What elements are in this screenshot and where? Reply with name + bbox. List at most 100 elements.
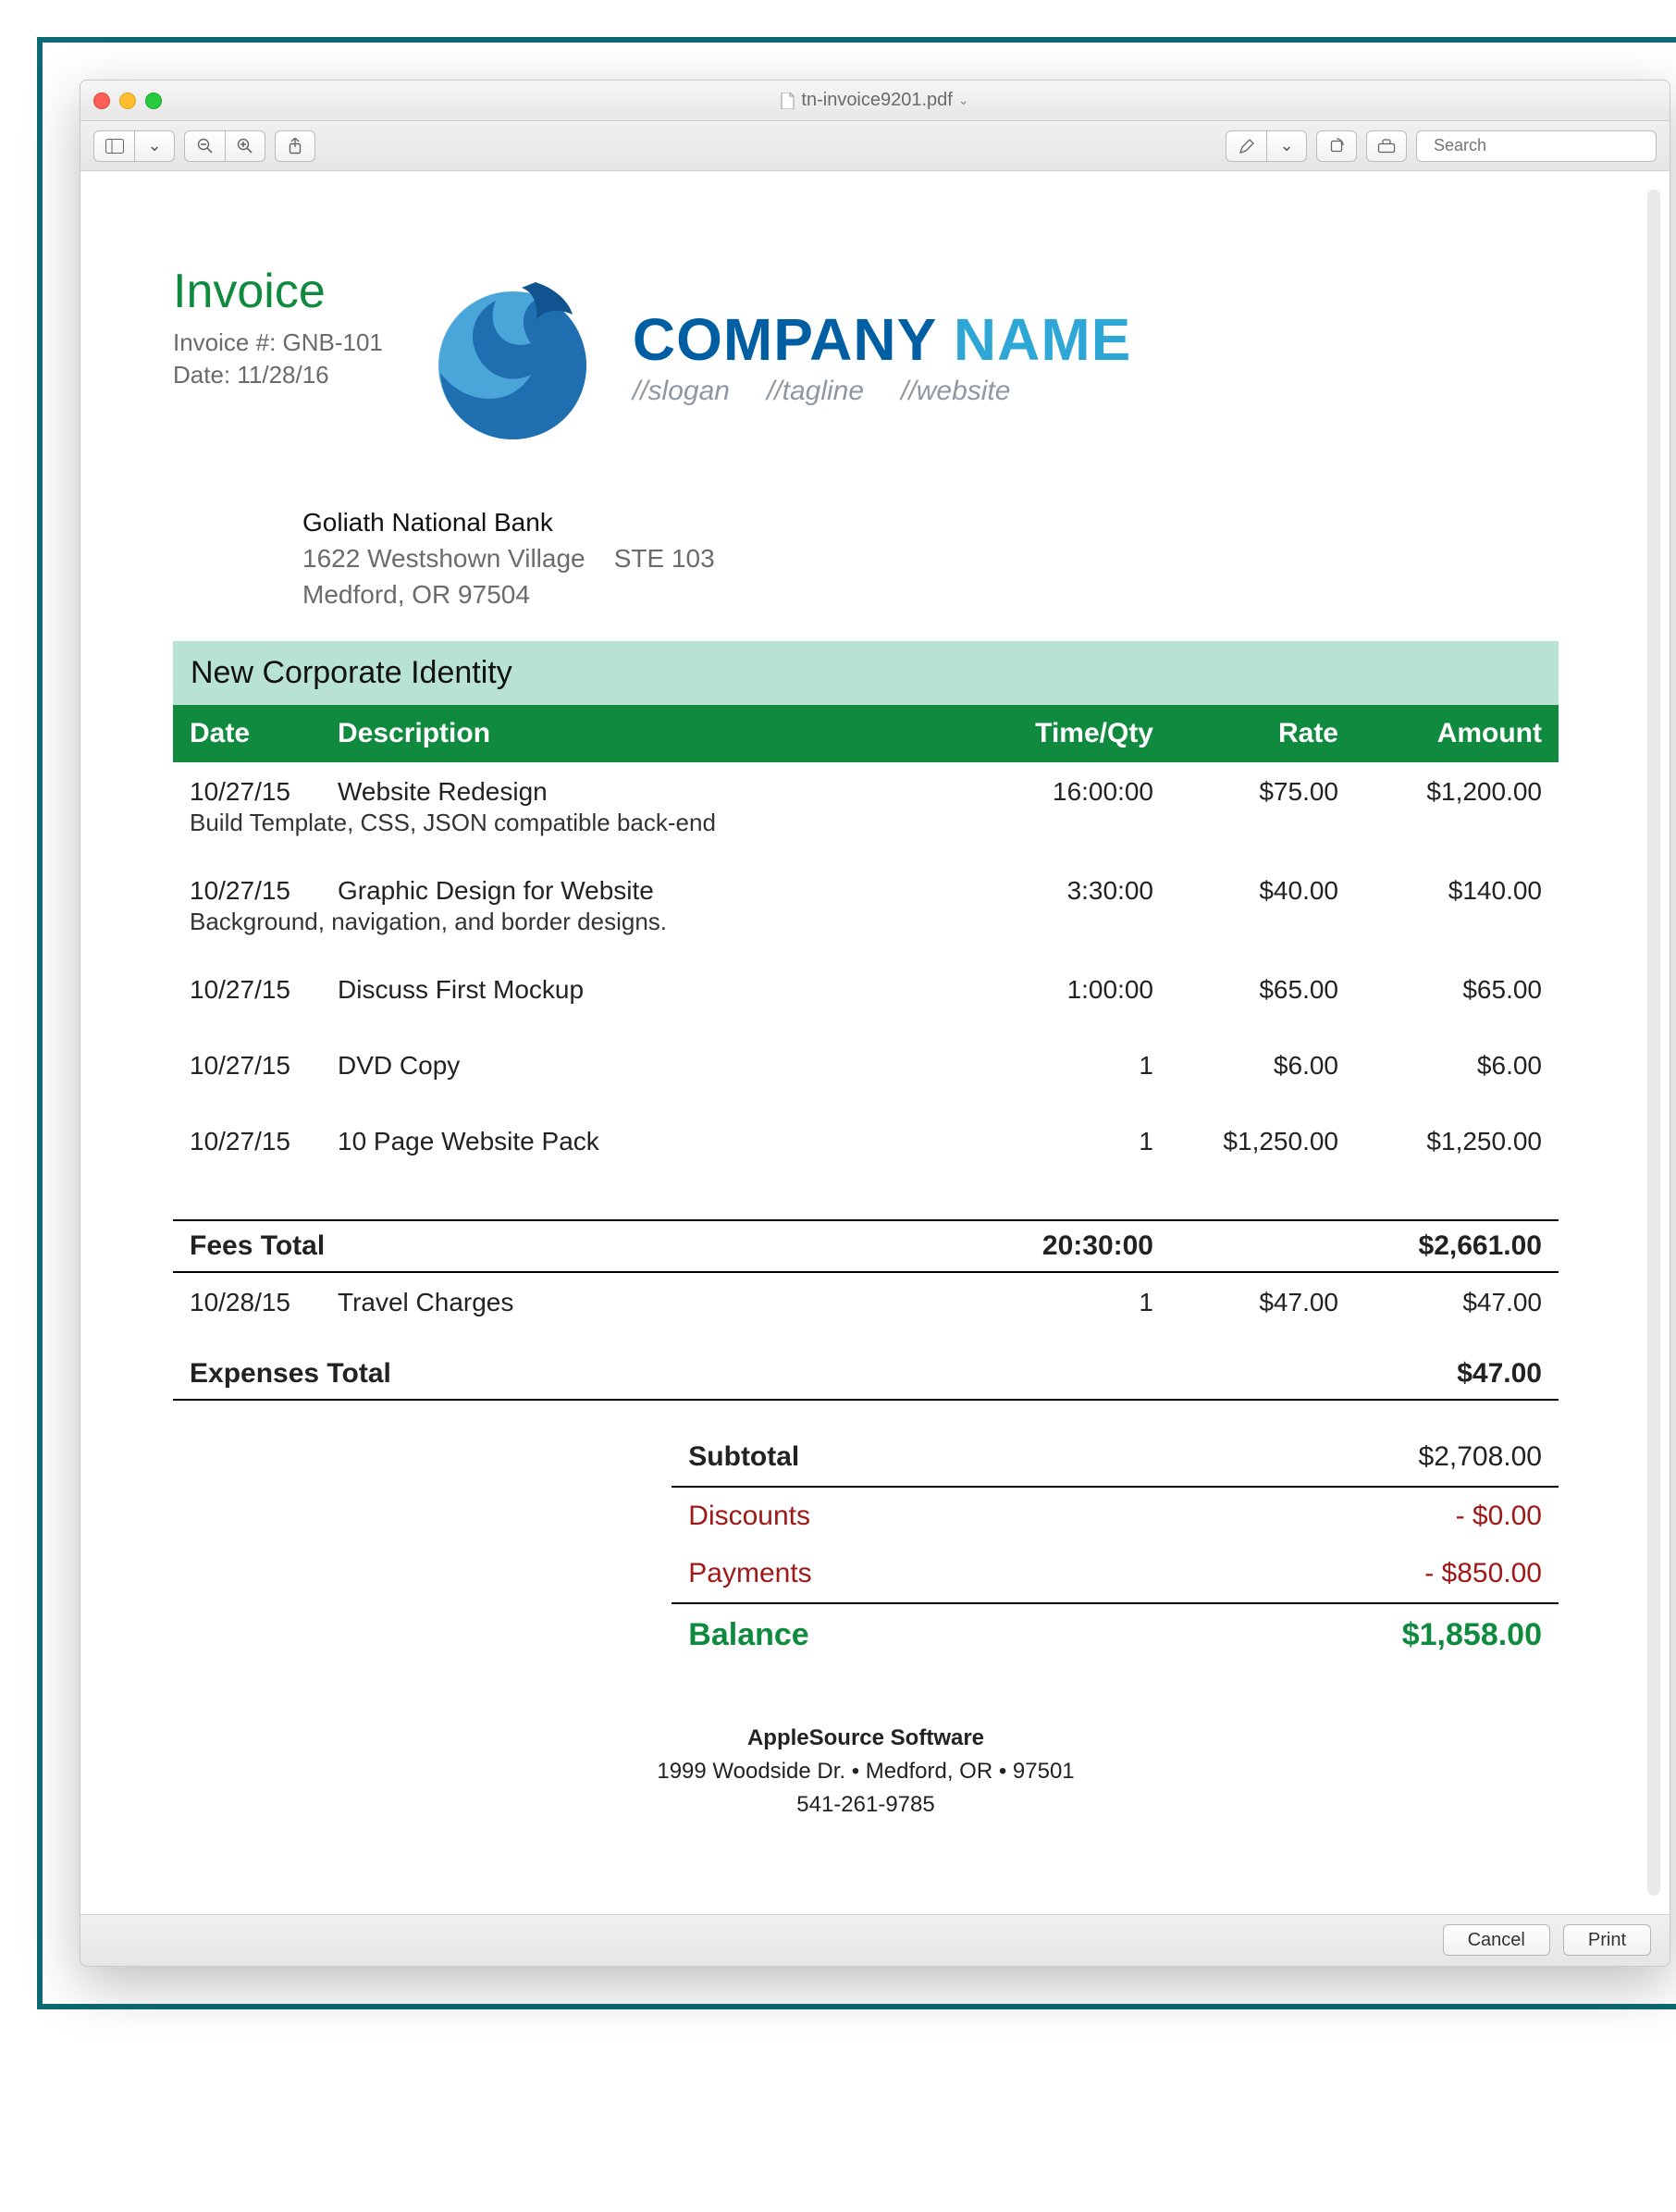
invoice-title: Invoice — [173, 264, 383, 319]
table-row: 10/28/15Travel Charges1$47.00$47.00 — [173, 1273, 1559, 1317]
sidebar-toggle-group: ⌄ — [93, 130, 175, 162]
rotate-icon — [1328, 138, 1345, 154]
payments-value: - $850.00 — [1424, 1558, 1542, 1589]
col-amount: Amount — [1338, 718, 1542, 749]
cell-amount: $47.00 — [1338, 1288, 1542, 1317]
toolbox-icon — [1377, 139, 1396, 154]
brand-slogan: //slogan — [633, 376, 730, 407]
project-title: New Corporate Identity — [173, 641, 1559, 705]
brand-website: //website — [901, 376, 1010, 407]
cell-rate: $40.00 — [1153, 876, 1338, 906]
cell-amount: $1,200.00 — [1338, 777, 1542, 807]
cell-desc: Travel Charges — [338, 1288, 968, 1317]
summary-balance: Balance $1,858.00 — [672, 1604, 1559, 1666]
cell-amount: $140.00 — [1338, 876, 1542, 906]
expenses-body: 10/28/15Travel Charges1$47.00$47.00 — [173, 1273, 1559, 1349]
window-title: tn-invoice9201.pdf ⌄ — [80, 90, 1670, 111]
zoom-window-button[interactable] — [145, 93, 162, 109]
footer-company: AppleSource Software — [173, 1722, 1559, 1755]
annotate-button[interactable] — [1226, 130, 1266, 162]
expenses-total-label: Expenses Total — [190, 1358, 467, 1390]
close-window-button[interactable] — [93, 93, 110, 109]
sidebar-icon — [105, 139, 124, 154]
client-block: Goliath National Bank 1622 Westshown Vil… — [302, 504, 1559, 613]
cell-amount: $6.00 — [1338, 1051, 1542, 1081]
cell-amount: $1,250.00 — [1338, 1127, 1542, 1156]
cell-time: 3:30:00 — [968, 876, 1153, 906]
chevron-down-icon: ⌄ — [1279, 136, 1293, 155]
markup-toolbar-button[interactable] — [1366, 130, 1407, 162]
search-input[interactable] — [1434, 136, 1648, 155]
print-button[interactable]: Print — [1563, 1924, 1651, 1956]
zoom-out-button[interactable] — [184, 130, 225, 162]
cell-time: 1:00:00 — [968, 975, 1153, 1005]
annotate-menu-button[interactable]: ⌄ — [1266, 130, 1307, 162]
cell-date: 10/27/15 — [190, 876, 338, 906]
table-row: 10/27/15Graphic Design for Website3:30:0… — [173, 861, 1559, 906]
pencil-icon — [1239, 138, 1255, 154]
chevron-down-icon: ⌄ — [147, 136, 161, 155]
rotate-button[interactable] — [1316, 130, 1357, 162]
payments-label: Payments — [688, 1558, 811, 1589]
zoom-in-icon — [237, 138, 253, 154]
sidebar-toggle-button[interactable] — [93, 130, 134, 162]
markup-group: ⌄ — [1226, 130, 1307, 162]
traffic-lights — [93, 93, 162, 109]
outer-frame: tn-invoice9201.pdf ⌄ ⌄ — [37, 37, 1676, 2009]
cell-rate: $6.00 — [1153, 1051, 1338, 1081]
balance-label: Balance — [688, 1617, 808, 1653]
discounts-label: Discounts — [688, 1501, 810, 1532]
minimize-window-button[interactable] — [119, 93, 136, 109]
cell-time: 1 — [968, 1288, 1153, 1317]
cell-rate: $47.00 — [1153, 1288, 1338, 1317]
document-icon — [781, 93, 795, 109]
zoom-in-button[interactable] — [225, 130, 265, 162]
summary-block: Subtotal $2,708.00 Discounts - $0.00 Pay… — [173, 1428, 1559, 1666]
balance-value: $1,858.00 — [1402, 1617, 1542, 1653]
subtotal-label: Subtotal — [688, 1441, 799, 1473]
share-button[interactable] — [275, 130, 315, 162]
cell-desc: Graphic Design for Website — [338, 876, 968, 906]
cancel-button[interactable]: Cancel — [1443, 1924, 1550, 1956]
brand-tagline: //slogan //tagline //website — [633, 376, 1559, 407]
bottom-bar: Cancel Print — [80, 1914, 1670, 1966]
cell-time: 16:00:00 — [968, 777, 1153, 807]
chevron-down-icon[interactable]: ⌄ — [958, 93, 969, 108]
cell-desc: Discuss First Mockup — [338, 975, 968, 1005]
mac-window: tn-invoice9201.pdf ⌄ ⌄ — [80, 80, 1670, 1967]
invoice-meta: Invoice #: GNB-101 Date: 11/28/16 — [173, 327, 383, 391]
zoom-out-icon — [197, 138, 214, 154]
summary-subtotal: Subtotal $2,708.00 — [672, 1428, 1559, 1488]
footer-phone: 541-261-9785 — [173, 1788, 1559, 1822]
col-desc: Description — [338, 718, 968, 749]
table-row: 10/27/15DVD Copy1$6.00$6.00 — [173, 1036, 1559, 1081]
brand-name-part2: NAME — [936, 306, 1131, 373]
table-row: 10/27/15Discuss First Mockup1:00:00$65.0… — [173, 960, 1559, 1005]
expenses-total-amount: $47.00 — [1338, 1358, 1542, 1390]
invoice-heading-block: Invoice Invoice #: GNB-101 Date: 11/28/1… — [173, 264, 383, 391]
document-viewport[interactable]: Invoice Invoice #: GNB-101 Date: 11/28/1… — [80, 171, 1670, 1914]
zoom-group — [184, 130, 265, 162]
sidebar-menu-button[interactable]: ⌄ — [134, 130, 175, 162]
row-note: Background, navigation, and border desig… — [173, 906, 1559, 960]
cell-time: 1 — [968, 1051, 1153, 1081]
cell-date: 10/27/15 — [190, 1051, 338, 1081]
cell-date: 10/27/15 — [190, 777, 338, 807]
col-date: Date — [190, 718, 338, 749]
invoice-number: Invoice #: GNB-101 — [173, 327, 383, 359]
search-field[interactable] — [1416, 130, 1657, 162]
table-header: Date Description Time/Qty Rate Amount — [173, 705, 1559, 762]
cell-rate: $75.00 — [1153, 777, 1338, 807]
table-row: 10/27/15Website Redesign16:00:00$75.00$1… — [173, 762, 1559, 807]
fees-total-label: Fees Total — [190, 1230, 467, 1262]
brand-tagline-text: //tagline — [767, 376, 864, 407]
window-filename: tn-invoice9201.pdf — [801, 90, 952, 111]
fees-total-time: 20:30:00 — [968, 1230, 1153, 1262]
invoice-page: Invoice Invoice #: GNB-101 Date: 11/28/1… — [117, 208, 1614, 1859]
fees-total-amount: $2,661.00 — [1338, 1230, 1542, 1262]
subtotal-value: $2,708.00 — [1419, 1441, 1542, 1473]
company-logo-icon — [411, 264, 614, 449]
page-header: Invoice Invoice #: GNB-101 Date: 11/28/1… — [173, 264, 1559, 449]
cell-date: 10/28/15 — [190, 1288, 338, 1317]
brand-block: COMPANY NAME //slogan //tagline //websit… — [411, 264, 1559, 449]
